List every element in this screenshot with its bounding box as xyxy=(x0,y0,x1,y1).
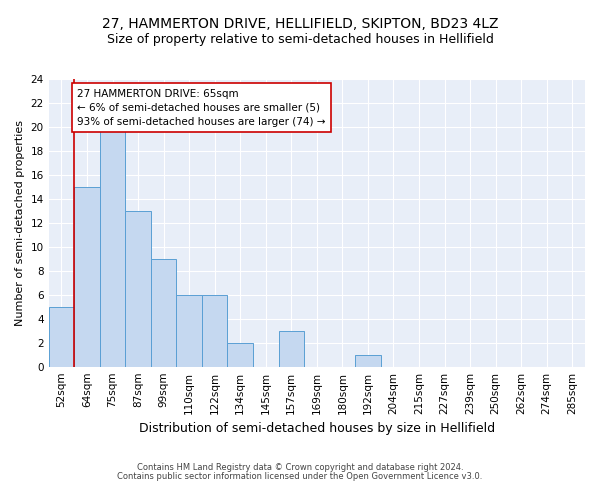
Bar xyxy=(74,187,100,366)
Text: Contains public sector information licensed under the Open Government Licence v3: Contains public sector information licen… xyxy=(118,472,482,481)
Y-axis label: Number of semi-detached properties: Number of semi-detached properties xyxy=(15,120,25,326)
Text: 27 HAMMERTON DRIVE: 65sqm
← 6% of semi-detached houses are smaller (5)
93% of se: 27 HAMMERTON DRIVE: 65sqm ← 6% of semi-d… xyxy=(77,88,326,126)
X-axis label: Distribution of semi-detached houses by size in Hellifield: Distribution of semi-detached houses by … xyxy=(139,422,495,435)
Bar xyxy=(125,211,151,366)
Bar xyxy=(100,127,125,366)
Bar xyxy=(49,306,74,366)
Text: Contains HM Land Registry data © Crown copyright and database right 2024.: Contains HM Land Registry data © Crown c… xyxy=(137,464,463,472)
Bar xyxy=(202,295,227,366)
Bar xyxy=(151,259,176,366)
Text: Size of property relative to semi-detached houses in Hellifield: Size of property relative to semi-detach… xyxy=(107,32,493,46)
Text: 27, HAMMERTON DRIVE, HELLIFIELD, SKIPTON, BD23 4LZ: 27, HAMMERTON DRIVE, HELLIFIELD, SKIPTON… xyxy=(102,18,498,32)
Bar xyxy=(355,354,380,366)
Bar xyxy=(278,330,304,366)
Bar xyxy=(227,342,253,366)
Bar xyxy=(176,295,202,366)
